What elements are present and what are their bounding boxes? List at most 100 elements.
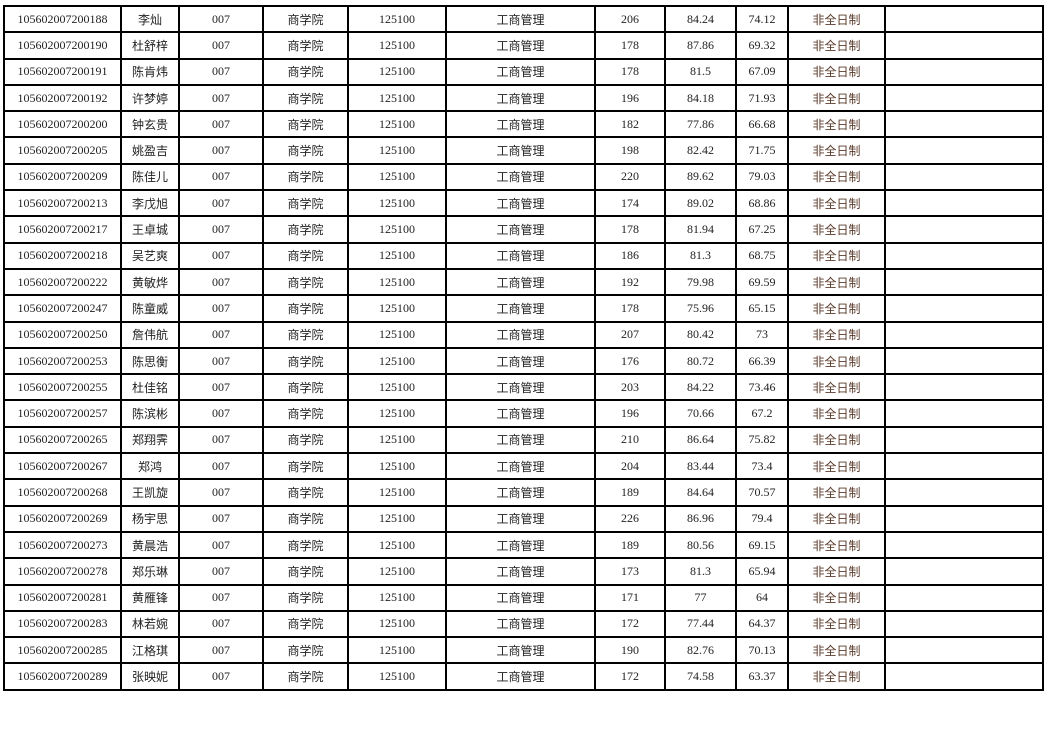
table-row: 105602007200265 郑翔霁 007 商学院 125100 工商管理 210 86.… <box>3 425 1044 455</box>
cell-total-score: 66.68 <box>735 110 789 139</box>
cell-major: 工商管理 <box>445 267 596 297</box>
cell-unit-code: 007 <box>178 189 264 218</box>
cell-candidate-id: 105602007200200 <box>3 110 122 139</box>
cell-major-code: 125100 <box>347 31 447 60</box>
cell-unit-code: 007 <box>178 609 264 639</box>
cell-school: 商学院 <box>262 373 349 402</box>
cell-name: 陈肯炜 <box>120 57 180 86</box>
cell-remarks <box>884 83 1044 113</box>
cell-total-score: 69.15 <box>735 530 789 560</box>
cell-study-mode: 非全日制 <box>787 320 886 349</box>
cell-candidate-id: 105602007200190 <box>3 31 122 60</box>
cell-name: 陈佳儿 <box>120 162 180 192</box>
cell-initial-score: 226 <box>594 504 666 533</box>
cell-name: 陈思衡 <box>120 346 180 376</box>
cell-total-score: 79.4 <box>735 504 789 533</box>
cell-study-mode: 非全日制 <box>787 662 886 691</box>
table-row: 105602007200257 陈滨彬 007 商学院 125100 工商管理 196 70.… <box>3 399 1044 428</box>
cell-major: 工商管理 <box>445 294 596 323</box>
cell-name: 许梦婷 <box>120 83 180 113</box>
cell-major: 工商管理 <box>445 110 596 139</box>
cell-total-score: 67.09 <box>735 57 789 86</box>
cell-initial-score: 210 <box>594 425 666 455</box>
cell-candidate-id: 105602007200265 <box>3 425 122 455</box>
cell-school: 商学院 <box>262 215 349 244</box>
cell-retest-score: 86.96 <box>664 504 737 533</box>
cell-name: 杜舒梓 <box>120 31 180 60</box>
cell-retest-score: 84.22 <box>664 373 737 402</box>
cell-unit-code: 007 <box>178 346 264 376</box>
cell-major: 工商管理 <box>445 530 596 560</box>
cell-major-code: 125100 <box>347 373 447 402</box>
cell-initial-score: 171 <box>594 583 666 612</box>
cell-name: 王卓城 <box>120 215 180 244</box>
cell-unit-code: 007 <box>178 530 264 560</box>
cell-major: 工商管理 <box>445 399 596 428</box>
cell-study-mode: 非全日制 <box>787 452 886 481</box>
cell-total-score: 63.37 <box>735 662 789 691</box>
cell-total-score: 71.93 <box>735 83 789 113</box>
cell-name: 张映妮 <box>120 662 180 691</box>
cell-initial-score: 186 <box>594 241 666 270</box>
cell-candidate-id: 105602007200273 <box>3 530 122 560</box>
cell-major-code: 125100 <box>347 162 447 192</box>
cell-name: 陈童威 <box>120 294 180 323</box>
cell-candidate-id: 105602007200250 <box>3 320 122 349</box>
cell-unit-code: 007 <box>178 241 264 270</box>
cell-major: 工商管理 <box>445 636 596 665</box>
cell-school: 商学院 <box>262 504 349 533</box>
cell-candidate-id: 105602007200268 <box>3 478 122 507</box>
table-row: 105602007200190 杜舒梓 007 商学院 125100 工商管理 178 87.… <box>3 31 1044 60</box>
cell-name: 黄晨浩 <box>120 530 180 560</box>
cell-study-mode: 非全日制 <box>787 4 886 34</box>
cell-major: 工商管理 <box>445 162 596 192</box>
cell-study-mode: 非全日制 <box>787 162 886 192</box>
cell-school: 商学院 <box>262 110 349 139</box>
cell-retest-score: 89.62 <box>664 162 737 192</box>
cell-major-code: 125100 <box>347 530 447 560</box>
cell-school: 商学院 <box>262 267 349 297</box>
table-row: 105602007200255 杜佳铭 007 商学院 125100 工商管理 203 84.… <box>3 373 1044 402</box>
cell-major-code: 125100 <box>347 557 447 586</box>
cell-candidate-id: 105602007200257 <box>3 399 122 428</box>
cell-initial-score: 203 <box>594 373 666 402</box>
cell-unit-code: 007 <box>178 83 264 113</box>
cell-unit-code: 007 <box>178 162 264 192</box>
cell-candidate-id: 105602007200222 <box>3 267 122 297</box>
cell-unit-code: 007 <box>178 320 264 349</box>
cell-study-mode: 非全日制 <box>787 241 886 270</box>
cell-name: 郑翔霁 <box>120 425 180 455</box>
cell-candidate-id: 105602007200278 <box>3 557 122 586</box>
cell-study-mode: 非全日制 <box>787 110 886 139</box>
cell-remarks <box>884 320 1044 349</box>
cell-initial-score: 176 <box>594 346 666 376</box>
cell-study-mode: 非全日制 <box>787 504 886 533</box>
table-row: 105602007200213 李戊旭 007 商学院 125100 工商管理 174 89.… <box>3 189 1044 218</box>
table-row: 105602007200222 黄敏烨 007 商学院 125100 工商管理 192 79.… <box>3 267 1044 297</box>
cell-unit-code: 007 <box>178 399 264 428</box>
cell-unit-code: 007 <box>178 504 264 533</box>
cell-candidate-id: 105602007200191 <box>3 57 122 86</box>
cell-candidate-id: 105602007200285 <box>3 636 122 665</box>
cell-name: 吴艺爽 <box>120 241 180 270</box>
cell-study-mode: 非全日制 <box>787 636 886 665</box>
cell-total-score: 69.32 <box>735 31 789 60</box>
cell-total-score: 71.75 <box>735 136 789 165</box>
cell-initial-score: 173 <box>594 557 666 586</box>
cell-school: 商学院 <box>262 320 349 349</box>
cell-major: 工商管理 <box>445 346 596 376</box>
cell-remarks <box>884 399 1044 428</box>
cell-school: 商学院 <box>262 346 349 376</box>
cell-major-code: 125100 <box>347 583 447 612</box>
cell-major: 工商管理 <box>445 425 596 455</box>
cell-major-code: 125100 <box>347 136 447 165</box>
cell-school: 商学院 <box>262 162 349 192</box>
cell-major-code: 125100 <box>347 215 447 244</box>
cell-initial-score: 196 <box>594 83 666 113</box>
cell-initial-score: 178 <box>594 215 666 244</box>
cell-study-mode: 非全日制 <box>787 425 886 455</box>
table-row: 105602007200289 张映妮 007 商学院 125100 工商管理 172 74.… <box>3 662 1044 691</box>
table-row: 105602007200218 吴艺爽 007 商学院 125100 工商管理 186 81.… <box>3 241 1044 270</box>
cell-school: 商学院 <box>262 57 349 86</box>
cell-major-code: 125100 <box>347 267 447 297</box>
